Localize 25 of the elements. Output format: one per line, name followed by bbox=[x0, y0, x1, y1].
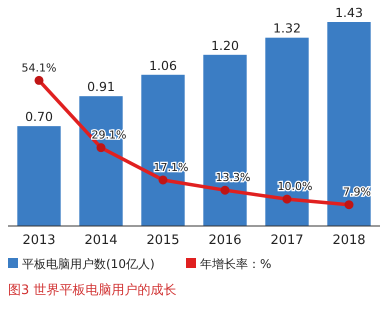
point bbox=[344, 200, 354, 210]
point bbox=[34, 76, 44, 85]
bar bbox=[17, 126, 61, 226]
data-label: 0.70 bbox=[25, 109, 53, 124]
x-tick-label: 2018 bbox=[332, 233, 366, 248]
x-tick-label: 2014 bbox=[84, 233, 118, 248]
data-label: 1.06 bbox=[149, 58, 177, 73]
x-tick-label: 2016 bbox=[208, 233, 242, 248]
point bbox=[96, 143, 106, 152]
x-tick-label: 2017 bbox=[270, 233, 304, 248]
data-label: 1.32 bbox=[273, 20, 301, 36]
text: 图3 世界平板电脑用户的成长 bbox=[8, 283, 176, 298]
point bbox=[282, 194, 292, 204]
data-label: 1.20 bbox=[211, 38, 239, 53]
data-label: 54.1% bbox=[22, 61, 56, 74]
data-label: 7.9% bbox=[343, 186, 371, 199]
data-label: 0.91 bbox=[87, 79, 115, 94]
point bbox=[158, 175, 168, 184]
point bbox=[220, 186, 230, 195]
legend-label: 平板电脑用户数(10亿人) bbox=[22, 257, 155, 271]
bar bbox=[327, 22, 371, 226]
data-label: 1.43 bbox=[335, 5, 363, 20]
x-tick-label: 2015 bbox=[146, 233, 180, 248]
x-tick-label: 2013 bbox=[22, 233, 56, 248]
legend-label: 年增长率：% bbox=[200, 257, 272, 271]
